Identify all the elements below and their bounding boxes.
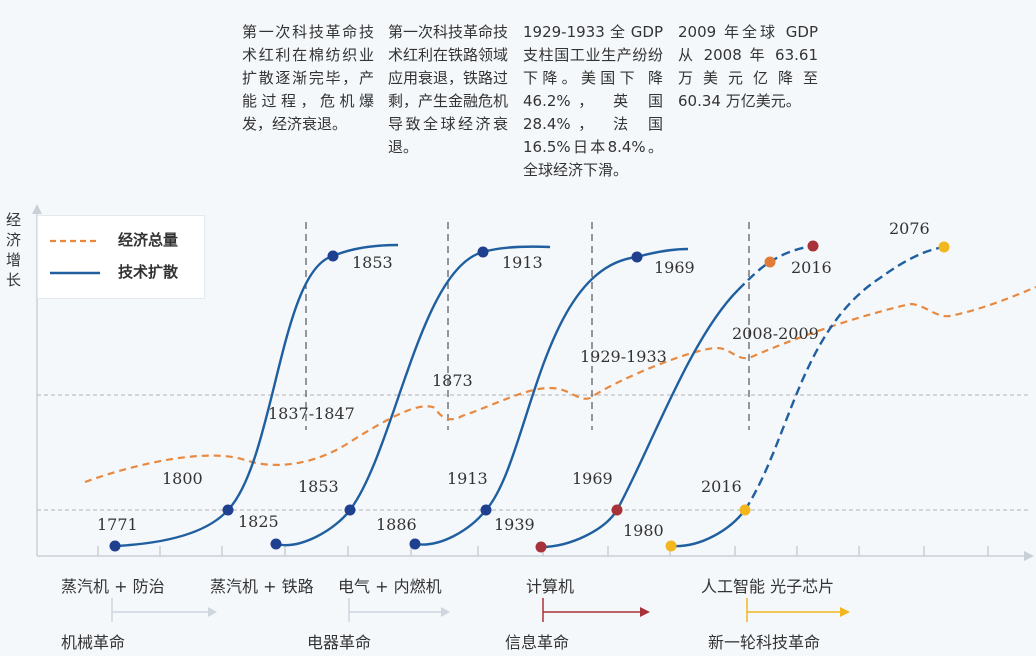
x-axis-arrow	[1024, 551, 1034, 561]
era-arrows	[111, 598, 850, 622]
annotation-1: 第一次科技革命技术红利在棉纺织业扩散逐渐完毕，产能过程，危机爆发，经济衰退。	[242, 23, 374, 133]
marker-1853-start	[270, 538, 282, 550]
wave-markers	[109, 240, 950, 553]
crisis-lines	[305, 222, 750, 430]
crisis-label-3: 1929-1933	[580, 347, 667, 366]
era-rev-2: 电器革命	[307, 633, 372, 652]
marker-1980	[611, 504, 623, 516]
y-axis-arrow	[32, 204, 42, 214]
marker-1969-top	[631, 251, 643, 263]
label-2076: 2076	[889, 219, 930, 238]
label-1886: 1886	[376, 515, 417, 534]
marker-1771	[109, 540, 121, 552]
era-tech-2: 电气 + 内燃机	[338, 577, 442, 596]
tech-curves	[114, 243, 945, 549]
marker-2016-orange	[764, 256, 776, 268]
tech-wave-5-future	[743, 245, 945, 511]
marker-1913-start	[409, 538, 421, 550]
tech-wave-1	[114, 243, 399, 548]
legend-tech-label: 技术扩散	[118, 263, 179, 281]
label-1853-top: 1853	[352, 253, 393, 272]
marker-2076	[938, 241, 950, 253]
crisis-label-1: 1837-1847	[268, 404, 355, 423]
era-tech-4: 人工智能 光子芯片	[701, 577, 835, 596]
legend: 经济总量 技术扩散	[37, 215, 205, 299]
marker-1969-start	[535, 541, 547, 553]
chart-labels: 1771 1825 1853 1800 1853 1886 1913 1913 …	[97, 219, 930, 540]
label-1980: 1980	[623, 521, 664, 540]
legend-economy-label: 经济总量	[118, 231, 179, 249]
label-2016-top: 2016	[791, 258, 832, 277]
era-rev-3: 信息革命	[505, 633, 570, 652]
annotation-4: 2009 年全球 GDP 从 2008 年 63.61 万 美 元 亿 降 至 …	[678, 23, 818, 110]
marker-1853-top	[327, 250, 339, 262]
legend-solid-line-icon	[50, 271, 100, 275]
era-tech-1b: 蒸汽机 + 铁路	[210, 577, 314, 596]
era-tech-3: 计算机	[526, 577, 575, 596]
label-1939: 1939	[494, 515, 535, 534]
marker-1886	[344, 504, 356, 516]
economy-curve	[84, 285, 1036, 484]
label-1913-top: 1913	[502, 253, 543, 272]
tech-wave-5	[670, 509, 746, 548]
label-2016-start: 2016	[701, 477, 742, 496]
marker-2016-start	[665, 540, 677, 552]
legend-dashed-line-icon	[50, 239, 100, 243]
y-axis-label: 经济增长	[6, 211, 22, 289]
era-rev-4: 新一轮科技革命	[708, 633, 821, 652]
tech-wave-4	[540, 289, 739, 549]
label-1800: 1800	[162, 469, 203, 488]
label-1853-start: 1853	[298, 477, 339, 496]
marker-1939	[480, 504, 492, 516]
label-1913-start: 1913	[447, 469, 488, 488]
annotation-2: 第一次科技革命技术红利在铁路领域应用衰退，铁路过剩，产生金融危机导致全球经济衰退…	[388, 23, 509, 156]
annotation-3: 1929-1933 全 GDP 支柱国工业生产纷纷下降。美国下 降 46.2%，…	[523, 23, 663, 179]
label-1771: 1771	[97, 515, 138, 534]
crisis-label-4: 2008-2009	[732, 324, 819, 343]
marker-2016-mid	[739, 504, 751, 516]
label-1825: 1825	[238, 512, 279, 531]
marker-2016-top	[807, 240, 819, 252]
marker-1913-top	[477, 246, 489, 258]
label-1969-top: 1969	[654, 258, 695, 277]
marker-1825	[222, 504, 234, 516]
era-rev-1: 机械革命	[61, 633, 126, 652]
x-axis-ticks	[97, 546, 989, 556]
crisis-label-2: 1873	[432, 371, 473, 390]
tech-wave-3	[414, 247, 689, 546]
tech-wave-2	[275, 245, 551, 547]
label-1969-start: 1969	[572, 469, 613, 488]
era-tech-1a: 蒸汽机 + 防治	[61, 577, 165, 596]
